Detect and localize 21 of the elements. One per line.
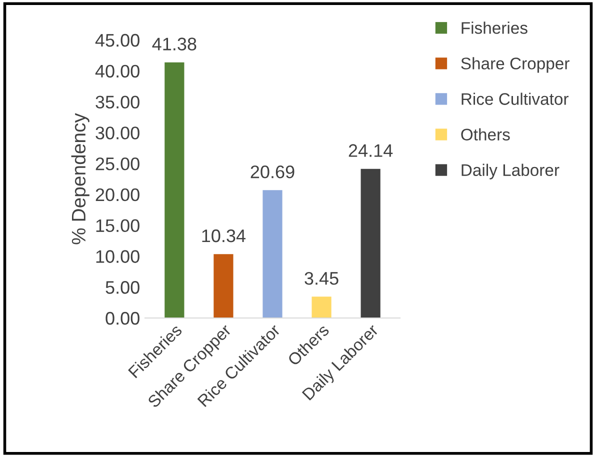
data-label: 24.14 [348,144,393,157]
data-label: 20.69 [250,165,294,178]
legend-label: Rice Cultivator [462,92,568,105]
y-tick-label: 35.00 [96,96,140,108]
y-tick-label: 10.00 [96,250,140,263]
y-tick-label: 45.00 [95,34,140,47]
data-label: 41.38 [152,38,196,50]
legend-label: Share Cropper [461,57,570,73]
y-tick-label: 25.00 [96,157,140,170]
y-tick-label: 20.00 [96,188,140,202]
y-tick-label: 0.00 [106,312,140,325]
data-label: 3.45 [304,272,338,285]
y-tick-label: 30.00 [96,126,140,140]
y-tick-label: 15.00 [96,219,140,232]
y-tick-label: 40.00 [95,64,140,78]
y-tick-label: 5.00 [106,281,140,294]
legend-label: Daily Laborer [462,164,560,180]
y-axis-title: % Dependency [71,113,90,244]
data-label: 10.34 [202,229,246,242]
legend-label: Fisheries [462,22,528,34]
legend-label: Others [461,128,510,140]
